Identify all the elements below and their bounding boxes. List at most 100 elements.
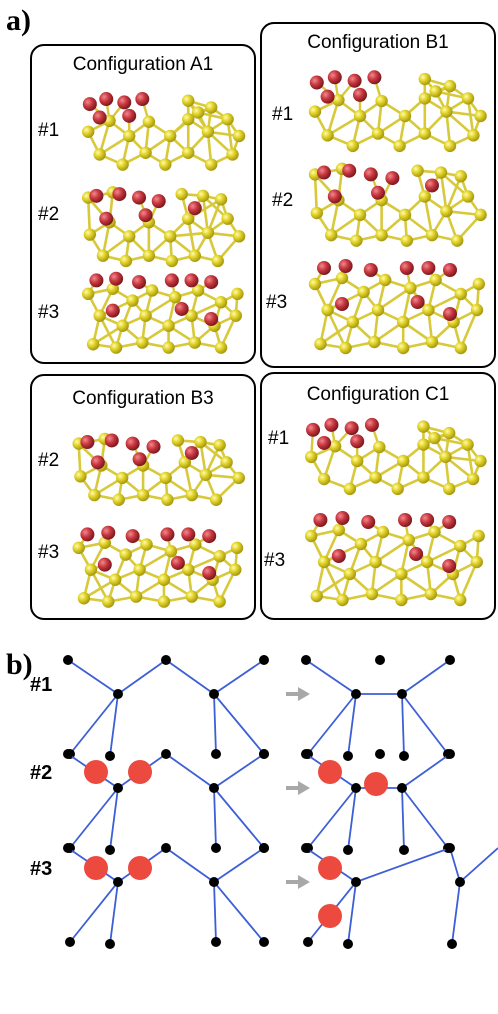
silicon-atom bbox=[373, 440, 386, 454]
lattice-node bbox=[397, 689, 407, 699]
bond-diagram bbox=[63, 655, 498, 949]
oxygen-atom bbox=[132, 452, 147, 467]
silicon-atom bbox=[353, 109, 367, 123]
oxygen-atom bbox=[318, 904, 342, 928]
lattice-bond bbox=[69, 693, 119, 755]
oxygen-atom bbox=[327, 70, 342, 85]
row-label-c1-3: #3 bbox=[264, 550, 286, 571]
silicon-atom bbox=[178, 456, 192, 469]
oxygen-atom bbox=[410, 295, 425, 309]
silicon-atom bbox=[74, 470, 87, 483]
oxygen-atom bbox=[202, 529, 217, 544]
oxygen-atom bbox=[344, 421, 359, 436]
oxygen-atom bbox=[317, 261, 331, 275]
silicon-atom bbox=[109, 573, 122, 586]
si-si-bond bbox=[322, 560, 344, 602]
silicon-atom bbox=[209, 493, 223, 506]
lattice-bond bbox=[109, 881, 119, 945]
silicon-atom bbox=[185, 309, 198, 322]
oxygen-atom bbox=[367, 70, 382, 85]
si-si-bond bbox=[313, 173, 319, 215]
silicon-atom bbox=[214, 296, 228, 309]
silicon-atom bbox=[82, 287, 95, 301]
silicon-atom bbox=[185, 488, 198, 502]
silicon-atom bbox=[123, 129, 136, 143]
silicon-atom bbox=[376, 525, 390, 539]
oxygen-atom bbox=[105, 303, 120, 318]
silicon-atom bbox=[321, 129, 334, 142]
silicon-atom bbox=[314, 337, 327, 351]
row-label-b-1: #1 bbox=[30, 674, 53, 696]
silicon-atom bbox=[182, 212, 195, 225]
oxygen-atom bbox=[313, 513, 328, 527]
silicon-atom bbox=[439, 450, 452, 464]
silicon-atom bbox=[232, 471, 245, 485]
silicon-atom bbox=[164, 545, 178, 558]
silicon-atom bbox=[213, 438, 226, 452]
oxygen-atom bbox=[184, 445, 199, 460]
lattice-node bbox=[301, 655, 311, 665]
silicon-atom bbox=[402, 533, 415, 547]
oxygen-atom bbox=[160, 527, 175, 542]
oxygen-atom bbox=[125, 436, 140, 451]
silicon-atom bbox=[231, 287, 244, 301]
silicon-atom bbox=[391, 482, 404, 496]
row-label-b3-2: #2 bbox=[38, 450, 60, 471]
silicon-atom bbox=[175, 187, 188, 201]
silicon-atom bbox=[164, 129, 177, 143]
silicon-atom bbox=[230, 541, 244, 555]
silicon-atom bbox=[116, 158, 129, 171]
silicon-atom bbox=[305, 450, 318, 464]
lattice-node bbox=[375, 749, 385, 759]
oxygen-atom bbox=[128, 856, 152, 880]
silicon-atom bbox=[335, 271, 349, 285]
silicon-atom bbox=[205, 101, 218, 114]
silicon-atom bbox=[425, 228, 439, 242]
lattice-node bbox=[209, 689, 219, 699]
oxygen-atom bbox=[132, 190, 147, 205]
silicon-atom bbox=[350, 234, 363, 247]
lattice-node bbox=[343, 939, 353, 949]
row-label-b-2: #2 bbox=[30, 762, 53, 784]
si-si-bond bbox=[374, 538, 411, 564]
config-box-b1: Configuration B1 #1 #2 #3 bbox=[260, 22, 496, 368]
lattice-bond bbox=[165, 753, 215, 789]
silicon-atom bbox=[191, 106, 205, 119]
oxygen-atom bbox=[363, 263, 378, 277]
silicon-atom bbox=[429, 85, 442, 98]
lattice-node bbox=[445, 843, 455, 853]
silicon-atom bbox=[196, 189, 210, 203]
silicon-atom bbox=[328, 440, 342, 453]
si-si-bond bbox=[445, 174, 463, 213]
lattice-node bbox=[161, 843, 171, 853]
silicon-atom bbox=[454, 539, 467, 553]
silicon-atom bbox=[404, 281, 417, 295]
silicon-atom bbox=[214, 341, 228, 354]
oxygen-atom bbox=[80, 527, 95, 542]
lattice-node bbox=[399, 845, 409, 855]
silicon-atom bbox=[379, 273, 392, 287]
oxygen-atom bbox=[122, 108, 137, 123]
silicon-atom bbox=[162, 319, 175, 332]
silicon-atom bbox=[397, 454, 410, 468]
silicon-atom bbox=[397, 315, 410, 329]
silicon-atom bbox=[375, 94, 388, 108]
silicon-atom bbox=[164, 230, 177, 243]
lattice-bond bbox=[117, 659, 167, 695]
lattice-node bbox=[301, 843, 311, 853]
row-label-c1-1: #1 bbox=[268, 428, 290, 449]
silicon-atom bbox=[194, 435, 207, 449]
silicon-atom bbox=[116, 471, 129, 485]
lattice-node bbox=[343, 751, 353, 761]
oxygen-atom bbox=[347, 73, 362, 88]
silicon-atom bbox=[424, 587, 437, 601]
silicon-atom bbox=[371, 303, 385, 317]
lattice-bond bbox=[213, 881, 217, 943]
silicon-atom bbox=[451, 234, 464, 247]
lattice-node bbox=[161, 655, 171, 665]
silicon-atom bbox=[182, 563, 195, 576]
panel-a-label: a) bbox=[6, 4, 31, 37]
silicon-atom bbox=[454, 341, 467, 355]
silicon-atom bbox=[339, 341, 352, 355]
config-box-a1: Configuration A1 #1 #2 #3 bbox=[30, 44, 256, 364]
